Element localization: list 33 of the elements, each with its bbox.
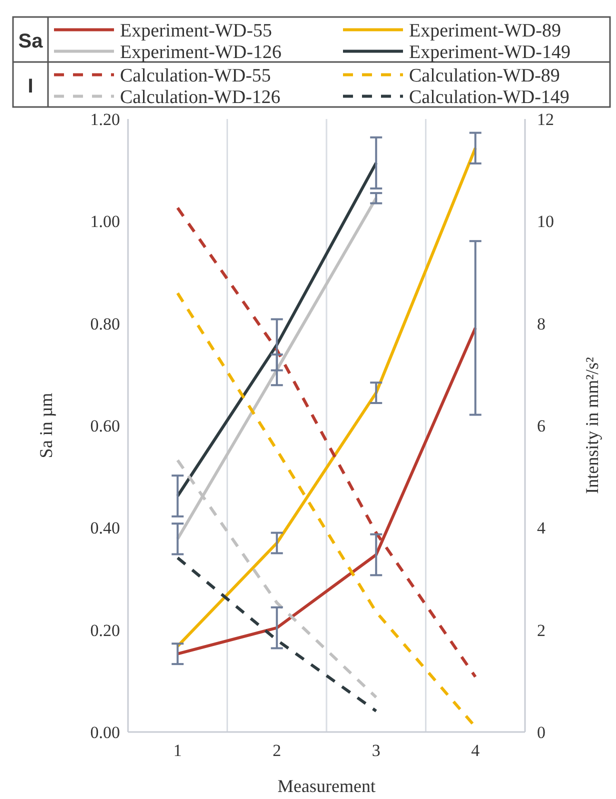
y2-tick-label: 4 bbox=[537, 518, 546, 538]
y2-tick-label: 2 bbox=[537, 620, 546, 640]
legend-label: Calculation-WD-55 bbox=[120, 65, 271, 86]
legend-label: Experiment-WD-149 bbox=[409, 42, 570, 63]
x-tick-label: 2 bbox=[272, 741, 282, 760]
x-axis-title: Measurement bbox=[278, 776, 376, 796]
y-tick-label: 0.60 bbox=[90, 416, 120, 436]
legend-label: Calculation-WD-126 bbox=[120, 86, 280, 108]
y-tick-label: 0.20 bbox=[90, 620, 120, 640]
y2-tick-label: 8 bbox=[537, 314, 546, 334]
legend-label: Calculation-WD-89 bbox=[409, 65, 560, 86]
x-tick-label: 4 bbox=[471, 741, 480, 760]
y-tick-label: 0.40 bbox=[90, 518, 120, 538]
y2-tick-label: 12 bbox=[537, 110, 554, 129]
legend-label: Experiment-WD-55 bbox=[120, 20, 272, 42]
y2-tick-label: 10 bbox=[537, 212, 554, 232]
y-tick-label: 1.20 bbox=[90, 110, 120, 129]
legend-label: Calculation-WD-149 bbox=[409, 86, 570, 108]
legend-label: Experiment-WD-89 bbox=[409, 20, 561, 42]
x-tick-label: 3 bbox=[372, 741, 380, 760]
line-series bbox=[176, 146, 477, 648]
line-series bbox=[176, 206, 477, 678]
y-axis-title: Sa in µm bbox=[36, 392, 56, 458]
x-tick-label: 1 bbox=[173, 741, 182, 760]
y-tick-label: 0.80 bbox=[90, 314, 120, 334]
y2-tick-label: 6 bbox=[537, 416, 546, 436]
y-tick-label: 0.00 bbox=[90, 722, 120, 742]
legend-label: Experiment-WD-126 bbox=[120, 42, 282, 63]
text: I bbox=[28, 76, 34, 98]
y2-axis-title: Intensity in mm²/s² bbox=[582, 357, 602, 494]
text: Sa bbox=[18, 30, 44, 52]
y-tick-label: 1.00 bbox=[90, 212, 120, 232]
y2-tick-label: 0 bbox=[537, 722, 546, 742]
